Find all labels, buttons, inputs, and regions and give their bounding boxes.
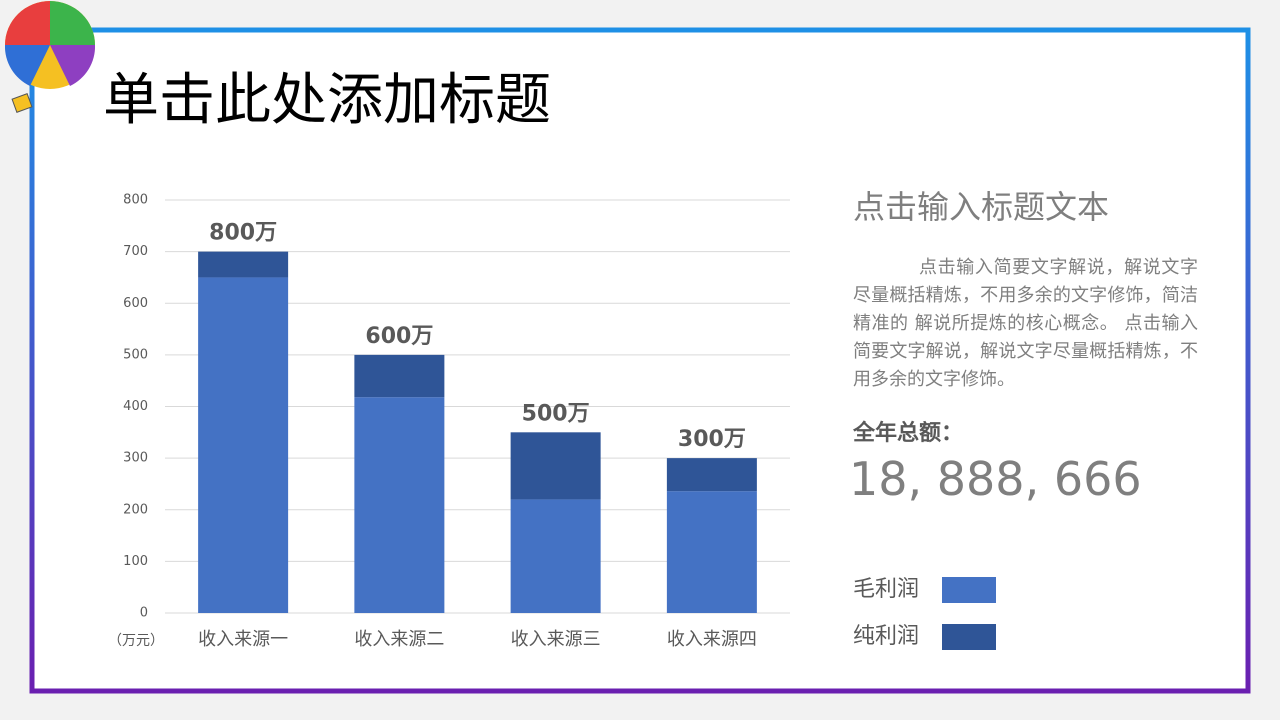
- total-value: 18, 888, 666: [849, 452, 1142, 506]
- legend-swatch: [942, 577, 996, 603]
- x-tick-label: 收入来源三: [511, 629, 601, 650]
- bar-annotation: 800万: [209, 221, 277, 246]
- y-tick-label: 100: [123, 554, 148, 569]
- bar-annotation: 500万: [522, 401, 590, 426]
- y-tick-label: 400: [123, 399, 148, 414]
- balloon-icon: [4, 1, 96, 113]
- x-tick-label: 收入来源一: [198, 629, 288, 650]
- bar-segment: [510, 432, 601, 500]
- legend-swatch: [942, 624, 996, 650]
- panel-text: 点击输入简要文字解说，解说文字尽量概括精炼，不用多余的文字修饰，简洁精准的 解说…: [853, 257, 1198, 390]
- bar-annotation: 300万: [678, 427, 746, 452]
- y-tick-label: 200: [123, 502, 148, 517]
- y-tick-label: 300: [123, 451, 148, 466]
- x-tick-label: 收入来源四: [667, 629, 757, 650]
- slide-title: 单击此处添加标题: [103, 68, 551, 133]
- bar-segment: [354, 397, 445, 613]
- legend-label: 毛利润: [853, 577, 919, 602]
- x-tick-label: 收入来源二: [354, 629, 444, 650]
- bar-segment: [666, 491, 757, 613]
- y-tick-label: 600: [123, 296, 148, 311]
- bar-segment: [354, 354, 445, 398]
- bar-segment: [510, 499, 601, 613]
- bar-segment: [666, 458, 757, 492]
- bar-segment: [198, 277, 289, 613]
- y-tick-label: 700: [123, 244, 148, 259]
- y-tick-label: 500: [123, 347, 148, 362]
- y-tick-label: 800: [123, 193, 148, 208]
- bar-annotation: 600万: [365, 324, 433, 349]
- panel-heading: 点击输入标题文本: [853, 188, 1110, 226]
- bar-segment: [198, 251, 289, 278]
- legend-label: 纯利润: [853, 624, 919, 649]
- y-tick-label: 0: [140, 606, 148, 621]
- y-unit: （万元）: [108, 633, 164, 649]
- total-label: 全年总额：: [853, 421, 964, 446]
